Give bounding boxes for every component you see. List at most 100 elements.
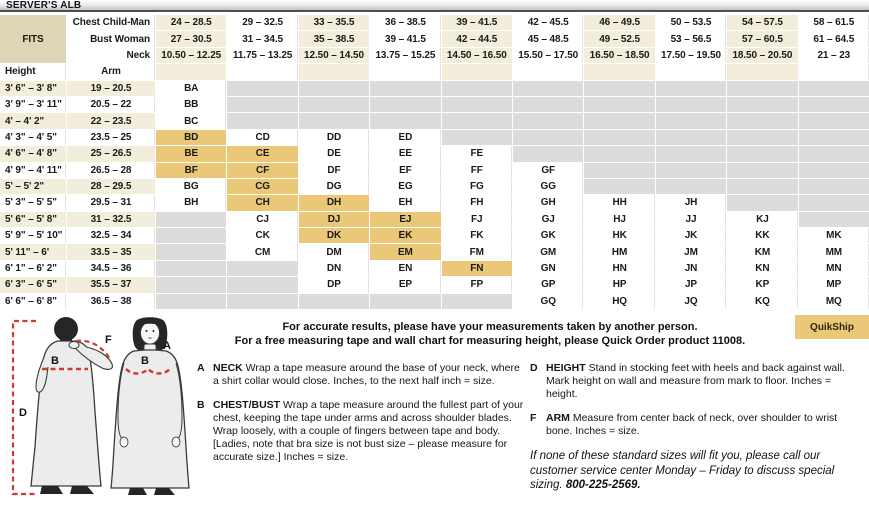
size-code-cell: CE xyxy=(227,146,298,162)
size-range-cell: 18.50 – 20.50 xyxy=(727,47,798,64)
size-range-cell: 42 – 44.5 xyxy=(441,31,512,47)
empty-cell xyxy=(156,293,227,310)
size-code-cell: GH xyxy=(513,195,584,211)
arm-measure-line xyxy=(75,339,111,360)
size-code-cell: KJ xyxy=(727,211,798,228)
height-cell: 4' 6" – 4' 8" xyxy=(0,146,66,162)
size-range-cell: 50 – 53.5 xyxy=(655,15,727,31)
size-range-cell: 31 – 34.5 xyxy=(227,31,298,47)
size-code-cell: GP xyxy=(513,277,584,293)
special-sizing-text: If none of these standard sizes will fit… xyxy=(530,450,835,491)
empty-cell xyxy=(727,195,798,211)
instruction-letter: D xyxy=(530,362,538,374)
size-range-cell: 11.75 – 13.25 xyxy=(227,47,298,64)
empty-cell xyxy=(441,80,512,96)
size-range-cell: 12.50 – 14.50 xyxy=(298,47,370,64)
size-code-cell: DD xyxy=(298,129,370,146)
size-code-cell: DM xyxy=(298,244,370,260)
size-code-cell: GG xyxy=(513,178,584,195)
size-code-cell: EP xyxy=(370,277,441,293)
size-code-cell: BH xyxy=(156,195,227,211)
arm-cell: 35.5 – 37 xyxy=(67,277,155,293)
size-code-cell: GF xyxy=(513,162,584,178)
header-spacer-cell xyxy=(798,64,869,80)
size-code-cell: KK xyxy=(727,228,798,244)
empty-cell xyxy=(441,129,512,146)
empty-cell xyxy=(798,113,869,129)
empty-cell xyxy=(156,228,227,244)
size-code-cell: GQ xyxy=(513,293,584,310)
size-code-cell: CH xyxy=(227,195,298,211)
empty-cell xyxy=(798,146,869,162)
empty-cell xyxy=(655,129,727,146)
size-code-cell: EH xyxy=(370,195,441,211)
empty-cell xyxy=(441,96,512,113)
size-code-cell: MP xyxy=(798,277,869,293)
measure-type-label: Chest Child-Man xyxy=(67,15,155,31)
empty-cell xyxy=(227,293,298,310)
special-sizing-note: If none of these standard sizes will fit… xyxy=(530,449,862,493)
size-code-cell: DN xyxy=(298,260,370,277)
empty-cell xyxy=(370,96,441,113)
empty-cell xyxy=(227,113,298,129)
empty-cell xyxy=(727,162,798,178)
size-code-cell: CG xyxy=(227,178,298,195)
label-b-back: B xyxy=(51,355,59,367)
size-code-cell: JJ xyxy=(655,211,727,228)
size-code-cell: EK xyxy=(370,228,441,244)
size-code-cell: DE xyxy=(298,146,370,162)
size-code-cell: CM xyxy=(227,244,298,260)
arm-cell: 23.5 – 25 xyxy=(67,129,155,146)
page-title: SERVER'S ALB xyxy=(0,0,869,12)
empty-cell xyxy=(727,129,798,146)
instruction-letter: A xyxy=(197,362,205,374)
size-range-cell: 14.50 – 16.50 xyxy=(441,47,512,64)
empty-cell xyxy=(798,96,869,113)
arm-cell: 32.5 – 34 xyxy=(67,228,155,244)
raised-arm xyxy=(73,346,113,370)
empty-cell xyxy=(655,80,727,96)
size-code-cell: DP xyxy=(298,277,370,293)
size-code-cell: FM xyxy=(441,244,512,260)
height-cell: 3' 9" – 3' 11" xyxy=(0,96,66,113)
size-code-cell: ED xyxy=(370,129,441,146)
empty-cell xyxy=(584,96,655,113)
size-code-cell: HJ xyxy=(584,211,655,228)
size-code-cell: FP xyxy=(441,277,512,293)
empty-cell xyxy=(156,244,227,260)
empty-cell xyxy=(655,113,727,129)
size-code-cell: DF xyxy=(298,162,370,178)
label-a: A xyxy=(163,340,171,352)
size-range-cell: 21 – 23 xyxy=(798,47,869,64)
empty-cell xyxy=(298,113,370,129)
empty-cell xyxy=(798,162,869,178)
size-code-cell: BF xyxy=(156,162,227,178)
empty-cell xyxy=(655,96,727,113)
arm-cell: 29.5 – 31 xyxy=(67,195,155,211)
instruction-text: CHEST/BUST Wrap a tape measure around th… xyxy=(213,399,524,463)
size-code-cell: HQ xyxy=(584,293,655,310)
size-code-cell: HP xyxy=(584,277,655,293)
label-d: D xyxy=(19,407,27,419)
size-code-cell: DG xyxy=(298,178,370,195)
arm-cell: 36.5 – 38 xyxy=(67,293,155,310)
robe-front xyxy=(110,349,190,489)
empty-cell xyxy=(584,80,655,96)
empty-cell xyxy=(370,113,441,129)
empty-cell xyxy=(513,113,584,129)
feet xyxy=(128,488,175,495)
empty-cell xyxy=(513,80,584,96)
size-code-cell: EF xyxy=(370,162,441,178)
empty-cell xyxy=(227,260,298,277)
size-code-cell: JH xyxy=(655,195,727,211)
size-code-cell: BD xyxy=(156,129,227,146)
arm-cell: 34.5 – 36 xyxy=(67,260,155,277)
measurement-notes: For accurate results, please have your m… xyxy=(105,321,869,348)
measurement-diagram: D B F A B xyxy=(11,317,190,496)
header-spacer-cell xyxy=(156,64,227,80)
note-line-2: For a free measuring tape and wall chart… xyxy=(234,334,746,347)
head-back xyxy=(54,317,78,341)
size-code-cell: BG xyxy=(156,178,227,195)
size-code-cell: FE xyxy=(441,146,512,162)
empty-cell xyxy=(584,162,655,178)
